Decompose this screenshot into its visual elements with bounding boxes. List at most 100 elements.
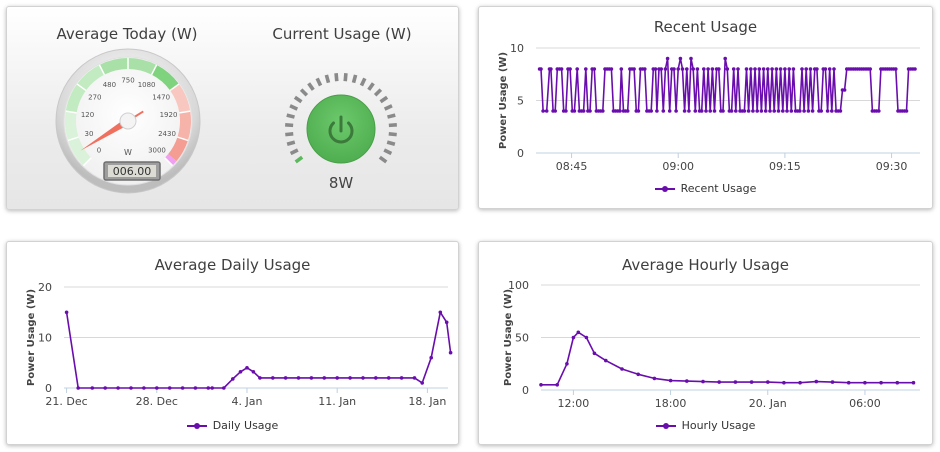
- data-point[interactable]: [879, 380, 883, 385]
- data-point[interactable]: [659, 67, 663, 71]
- data-point[interactable]: [751, 109, 755, 113]
- data-point[interactable]: [761, 67, 766, 71]
- data-point[interactable]: [231, 377, 235, 381]
- data-point[interactable]: [802, 109, 806, 113]
- data-point[interactable]: [665, 56, 670, 61]
- data-point[interactable]: [636, 109, 641, 113]
- data-point[interactable]: [429, 355, 434, 360]
- data-point[interactable]: [717, 380, 721, 384]
- data-point[interactable]: [180, 386, 185, 390]
- data-point[interactable]: [757, 67, 762, 71]
- data-point[interactable]: [553, 109, 557, 113]
- data-point[interactable]: [251, 370, 256, 374]
- data-point[interactable]: [699, 109, 704, 113]
- data-point[interactable]: [895, 380, 900, 385]
- data-point[interactable]: [386, 376, 391, 380]
- data-point[interactable]: [825, 109, 830, 113]
- data-point[interactable]: [619, 67, 624, 71]
- data-point[interactable]: [723, 56, 727, 61]
- data-point[interactable]: [759, 109, 764, 113]
- data-point[interactable]: [808, 67, 813, 71]
- data-point[interactable]: [749, 380, 754, 384]
- data-point[interactable]: [667, 109, 672, 113]
- data-point[interactable]: [438, 310, 443, 315]
- data-point[interactable]: [90, 386, 95, 390]
- data-point[interactable]: [685, 67, 689, 71]
- data-point[interactable]: [868, 67, 872, 71]
- data-point[interactable]: [245, 366, 249, 370]
- data-point[interactable]: [787, 67, 791, 71]
- data-point[interactable]: [283, 376, 288, 380]
- data-point[interactable]: [572, 109, 577, 113]
- data-point[interactable]: [155, 386, 159, 390]
- data-point[interactable]: [632, 67, 636, 71]
- data-point[interactable]: [691, 67, 695, 71]
- data-point[interactable]: [721, 109, 725, 113]
- data-point[interactable]: [559, 67, 564, 71]
- data-point[interactable]: [103, 386, 107, 390]
- data-point[interactable]: [708, 109, 712, 113]
- data-point[interactable]: [846, 380, 851, 385]
- data-point[interactable]: [804, 67, 808, 71]
- data-point[interactable]: [348, 376, 352, 380]
- data-point[interactable]: [335, 376, 340, 380]
- data-point[interactable]: [725, 67, 730, 71]
- data-point[interactable]: [271, 376, 275, 380]
- data-point[interactable]: [702, 67, 706, 71]
- data-point[interactable]: [776, 109, 781, 113]
- data-point[interactable]: [448, 350, 453, 355]
- data-point[interactable]: [399, 376, 404, 380]
- data-point[interactable]: [193, 386, 198, 390]
- data-point[interactable]: [206, 386, 211, 390]
- data-point[interactable]: [830, 380, 835, 384]
- data-point[interactable]: [781, 109, 785, 113]
- data-point[interactable]: [814, 379, 819, 384]
- data-point[interactable]: [571, 335, 576, 340]
- data-point[interactable]: [620, 367, 624, 371]
- data-point[interactable]: [706, 67, 710, 71]
- data-point[interactable]: [322, 376, 327, 380]
- data-point[interactable]: [643, 67, 647, 71]
- data-point[interactable]: [238, 370, 243, 374]
- data-point[interactable]: [693, 109, 698, 113]
- data-point[interactable]: [592, 67, 597, 71]
- data-point[interactable]: [576, 330, 581, 335]
- data-point[interactable]: [842, 88, 847, 92]
- data-point[interactable]: [655, 109, 659, 113]
- data-point[interactable]: [830, 109, 834, 113]
- data-point[interactable]: [539, 67, 543, 71]
- data-point[interactable]: [710, 67, 715, 71]
- data-point[interactable]: [584, 67, 588, 71]
- data-point[interactable]: [222, 386, 226, 390]
- data-point[interactable]: [838, 109, 843, 113]
- data-point[interactable]: [653, 67, 658, 71]
- data-point[interactable]: [555, 383, 559, 387]
- data-point[interactable]: [444, 320, 449, 325]
- data-point[interactable]: [704, 109, 708, 113]
- data-point[interactable]: [568, 67, 572, 71]
- data-point[interactable]: [783, 67, 787, 71]
- data-point[interactable]: [609, 67, 614, 71]
- data-point[interactable]: [772, 109, 776, 113]
- data-point[interactable]: [625, 109, 630, 113]
- data-point[interactable]: [832, 67, 836, 71]
- data-point[interactable]: [782, 380, 786, 385]
- data-point[interactable]: [819, 109, 823, 113]
- data-point[interactable]: [791, 67, 796, 71]
- data-point[interactable]: [541, 109, 545, 113]
- data-point[interactable]: [712, 109, 717, 113]
- hourly-usage-legend[interactable]: Hourly Usage: [479, 419, 932, 432]
- data-point[interactable]: [733, 380, 738, 384]
- data-point[interactable]: [753, 67, 757, 71]
- data-point[interactable]: [823, 67, 828, 71]
- data-point[interactable]: [806, 109, 811, 113]
- data-point[interactable]: [374, 376, 378, 380]
- data-point[interactable]: [911, 380, 916, 385]
- data-point[interactable]: [652, 376, 657, 381]
- data-point[interactable]: [685, 379, 689, 383]
- data-point[interactable]: [731, 67, 736, 71]
- data-point[interactable]: [863, 380, 867, 385]
- data-point[interactable]: [877, 109, 881, 113]
- data-point[interactable]: [766, 67, 770, 71]
- data-point[interactable]: [581, 109, 586, 113]
